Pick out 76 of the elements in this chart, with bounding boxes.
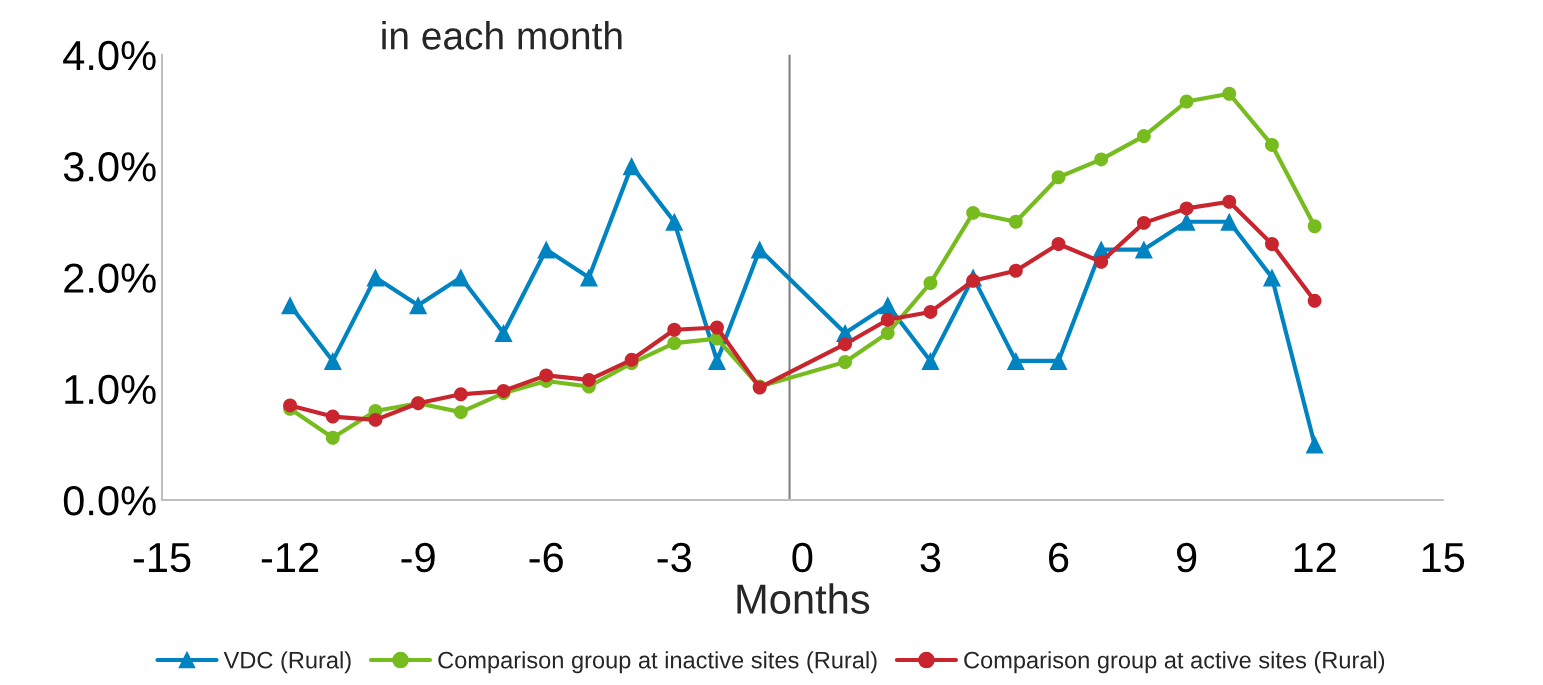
x-tick-label: 12 xyxy=(1294,542,1336,572)
point xyxy=(325,409,340,424)
point xyxy=(451,268,470,287)
x-tick-label: 0 xyxy=(792,542,813,573)
point xyxy=(453,387,468,402)
point xyxy=(966,205,981,220)
point xyxy=(1222,86,1237,101)
x-tick-label: -12 xyxy=(261,542,319,572)
x-tick-label: -9 xyxy=(401,542,435,573)
y-tick-label: 2.0% xyxy=(64,263,156,293)
point xyxy=(624,352,639,367)
point xyxy=(838,337,852,352)
y-tick-label: 3.0% xyxy=(63,152,156,182)
legend-label: VDC (Rural) xyxy=(223,651,351,674)
point xyxy=(966,273,981,288)
point xyxy=(1136,129,1151,143)
point xyxy=(1094,254,1109,269)
point xyxy=(667,322,682,337)
point xyxy=(1008,214,1023,229)
point xyxy=(537,240,556,259)
point xyxy=(1265,237,1279,251)
point xyxy=(1006,351,1025,370)
point xyxy=(667,336,682,351)
x-tick-label: -6 xyxy=(529,542,563,573)
y-tick-label: 0.0% xyxy=(63,486,156,516)
point xyxy=(281,296,300,315)
point xyxy=(409,296,428,315)
point xyxy=(878,296,897,315)
point xyxy=(923,304,938,319)
point xyxy=(665,212,684,231)
x-tick-label: -15 xyxy=(133,543,191,573)
point xyxy=(453,405,468,420)
point xyxy=(579,268,598,287)
x-tick-label: 15 xyxy=(1422,543,1465,573)
point xyxy=(1008,263,1023,278)
point xyxy=(1179,201,1194,216)
point xyxy=(1049,351,1068,370)
point xyxy=(1307,219,1322,234)
point xyxy=(880,312,895,327)
point xyxy=(1262,268,1281,287)
point xyxy=(1179,94,1194,109)
x-tick-label: 9 xyxy=(1176,542,1197,573)
point xyxy=(838,355,852,369)
point xyxy=(1220,212,1239,231)
point xyxy=(622,157,641,176)
point xyxy=(880,326,895,341)
point xyxy=(1134,240,1153,259)
y-tick-label: 4.0% xyxy=(63,40,156,71)
x-tick-label: 6 xyxy=(1049,542,1069,573)
point xyxy=(1265,138,1279,152)
point xyxy=(581,372,596,387)
point xyxy=(710,320,724,335)
point xyxy=(923,276,938,290)
point xyxy=(750,240,769,259)
legend-label: Comparison group at active sites (Rural) xyxy=(964,651,1385,674)
x-tick-label: -3 xyxy=(657,542,691,573)
point xyxy=(494,324,513,343)
point xyxy=(325,430,340,445)
point xyxy=(366,268,385,287)
point xyxy=(1305,435,1324,454)
point xyxy=(1051,170,1066,185)
x-axis-title: Months xyxy=(737,583,870,614)
point xyxy=(921,351,940,370)
legend-label: Comparison group at inactive sites (Rural) xyxy=(438,651,877,674)
point xyxy=(707,351,727,370)
x-tick-label: 3 xyxy=(920,542,941,573)
chart-title: in each month xyxy=(382,21,622,50)
y-tick-label: 1.0% xyxy=(65,374,156,405)
point xyxy=(1307,293,1322,308)
point xyxy=(1136,215,1151,230)
point xyxy=(1222,194,1237,209)
point xyxy=(1094,152,1109,167)
point xyxy=(1051,237,1066,251)
point xyxy=(323,351,342,370)
point xyxy=(539,368,554,383)
point xyxy=(368,412,383,427)
